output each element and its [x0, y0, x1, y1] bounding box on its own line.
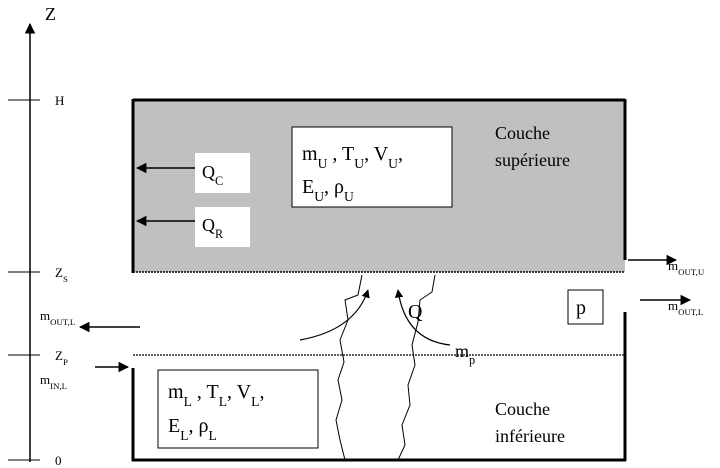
text-run: m [455, 341, 469, 361]
text-run: 0 [55, 453, 62, 468]
subscript: IN,L [50, 381, 67, 391]
qc-box [195, 153, 250, 193]
text-run: , ρ [324, 176, 344, 198]
text-run: Z [55, 265, 63, 280]
text-run: Z [55, 348, 63, 363]
text-run: p [576, 297, 586, 319]
flux-label: QC [202, 162, 223, 188]
text-run: m [302, 143, 318, 165]
subscript: R [215, 227, 224, 241]
subscript: U [344, 189, 354, 204]
flow-label: mOUT,L [40, 308, 75, 327]
layer-name: Couche [495, 123, 550, 143]
tick-label: H [55, 93, 64, 108]
text-run: , T [327, 143, 354, 165]
text-run: , V [364, 143, 389, 165]
text-run: H [55, 93, 64, 108]
subscript: p [469, 353, 475, 367]
tick-label: ZP [55, 348, 68, 367]
text-run: Z [45, 4, 56, 24]
subscript: P [63, 357, 68, 367]
text-run: , [259, 381, 264, 403]
flux-label: QR [202, 215, 224, 241]
subscript: C [215, 174, 223, 188]
subscript: U [388, 156, 398, 171]
pressure-label: p [576, 297, 586, 319]
subscript: OUT,U [678, 267, 705, 277]
layer-name: supérieure [495, 150, 570, 170]
layer-name: inférieure [495, 426, 565, 446]
state-text: EU, ρU [302, 176, 354, 204]
plume-edge [335, 274, 363, 461]
subscript: OUT,L [678, 307, 703, 317]
text-run: , [398, 143, 403, 165]
flow-label: mIN,L [40, 372, 67, 391]
tick-label: ZS [55, 265, 68, 284]
subscript: L [251, 394, 259, 409]
axis-label: Z [45, 4, 56, 24]
layer-name: Couche [495, 399, 550, 419]
subscript: L [219, 394, 227, 409]
heat-label: Q [408, 301, 423, 323]
text-run: , T [192, 381, 219, 403]
subscript: L [184, 394, 192, 409]
tick-label: 0 [55, 453, 62, 468]
text-run: m [668, 298, 678, 313]
subscript: L [209, 428, 217, 443]
subscript: U [318, 156, 328, 171]
text-run: inférieure [495, 426, 565, 446]
subscript: OUT,L [50, 317, 75, 327]
state-text: EL, ρL [168, 415, 217, 443]
flow-label: mOUT,U [668, 258, 705, 277]
text-run: m [668, 258, 678, 273]
text-run: E [168, 415, 180, 437]
text-run: Couche [495, 123, 550, 143]
entrainment-arrow [394, 289, 451, 346]
subscript: L [180, 428, 188, 443]
lower-state-box [157, 369, 319, 449]
state-text: mL , TL, VL, [168, 381, 264, 409]
text-run: , ρ [189, 415, 209, 437]
text-run: , V [227, 381, 252, 403]
qr-box [195, 207, 250, 247]
subscript: U [354, 156, 364, 171]
flow-label: mp [455, 341, 475, 367]
subscript: U [314, 189, 324, 204]
upper-state-box [291, 126, 453, 208]
text-run: Q [202, 162, 215, 182]
text-run: Couche [495, 399, 550, 419]
flow-label: mOUT,L [668, 298, 703, 317]
text-run: Q [202, 215, 215, 235]
entrainment-arrow [299, 289, 370, 341]
text-run: m [168, 381, 184, 403]
state-text: mU , TU, VU, [302, 143, 403, 171]
pressure-box [567, 289, 604, 325]
text-run: supérieure [495, 150, 570, 170]
text-run: m [40, 308, 50, 323]
text-run: E [302, 176, 314, 198]
text-run: Q [408, 301, 423, 323]
plume-edge [397, 274, 436, 461]
text-run: m [40, 372, 50, 387]
subscript: S [63, 274, 68, 284]
